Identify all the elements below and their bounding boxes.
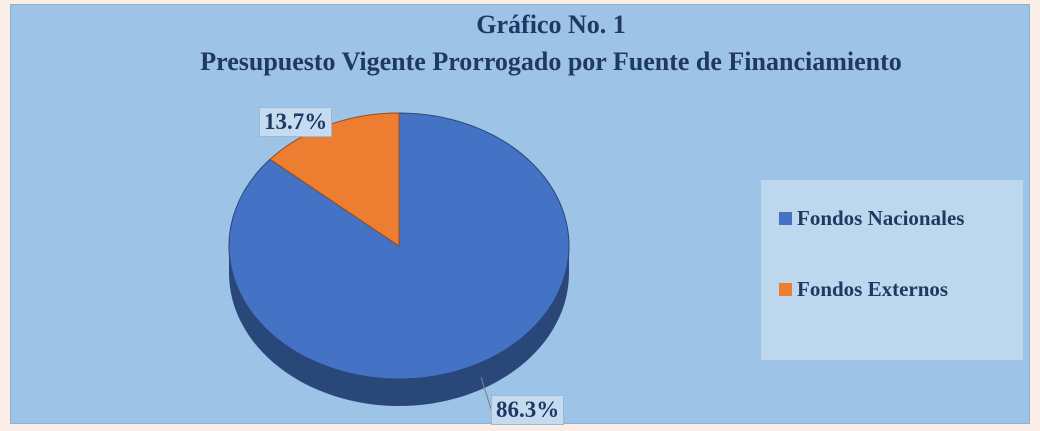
chart-title: Gráfico No. 1 [476,10,626,39]
data-label: 86.3% [491,395,565,425]
legend-item: Fondos Nacionales [779,206,1019,230]
chart-subtitle: Presupuesto Vigente Prorrogado por Fuent… [200,47,902,76]
leader-line [480,376,492,410]
legend: Fondos Nacionales Fondos Externos [761,180,1023,360]
legend-swatch [779,283,792,296]
chart: Gráfico No. 1 Presupuesto Vigente Prorro… [10,4,1030,425]
pie-side [229,246,569,406]
legend-swatch [779,212,792,225]
legend-item: Fondos Externos [779,277,1019,301]
data-label: 13.7% [259,107,333,137]
pie-area [228,112,570,410]
